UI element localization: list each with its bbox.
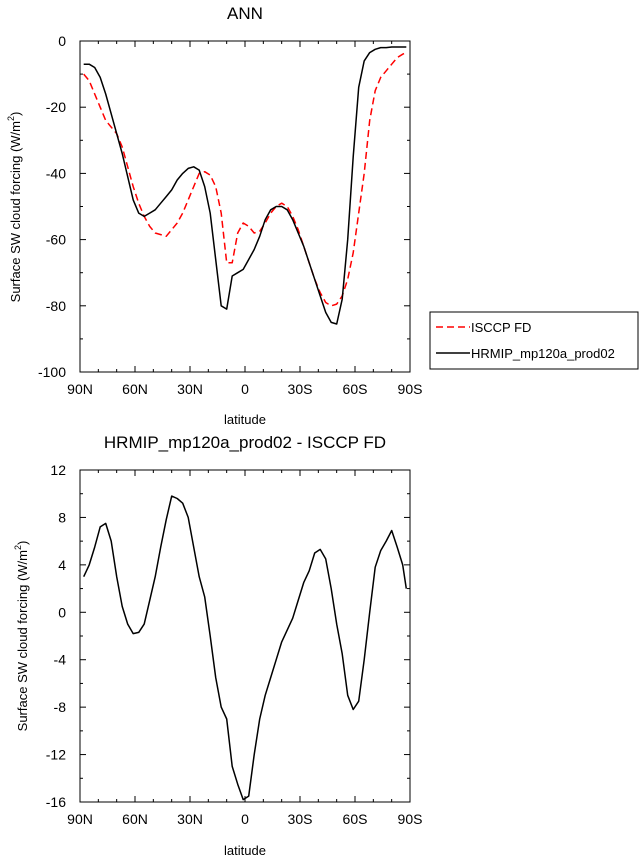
top-y-tick-label: -60 xyxy=(46,232,66,248)
bottom-chart-title: HRMIP_mp120a_prod02 - ISCCP FD xyxy=(104,433,386,452)
top-y-axis-label: Surface SW cloud forcing (W/m2) xyxy=(6,112,23,303)
top-x-tick-label: 30S xyxy=(288,381,313,397)
top-x-tick-label: 90N xyxy=(67,381,93,397)
bottom-y-tick-label: 12 xyxy=(50,462,66,478)
top-series-line-1 xyxy=(83,46,407,325)
legend-label-isccp-fd: ISCCP FD xyxy=(471,320,531,335)
top-series-line-0 xyxy=(83,51,407,307)
bottom-y-axis-label-main: Surface SW cloud forcing (W/m xyxy=(15,550,30,731)
top-x-tick-label: 60S xyxy=(343,381,368,397)
legend-label-hrmip: HRMIP_mp120a_prod02 xyxy=(471,346,615,361)
bottom-plot-area: 90N 60N 30N 0 30S 60S 90S 12 8 4 0 -4 -8 -12 -16 xyxy=(46,462,423,827)
bottom-x-tick-label: 0 xyxy=(241,811,249,827)
top-y-tick-label: -40 xyxy=(46,165,66,181)
top-x-tick-label: 90S xyxy=(398,381,423,397)
bottom-y-tick-label: 4 xyxy=(58,557,66,573)
bottom-y-tick-label: -12 xyxy=(46,747,66,763)
bottom-y-axis-label: Surface SW cloud forcing (W/m2) xyxy=(13,541,30,732)
top-y-tick-label: -80 xyxy=(46,298,66,314)
top-y-axis-label-main: Surface SW cloud forcing (W/m xyxy=(8,121,23,302)
bottom-y-tick-label: -4 xyxy=(54,652,67,668)
top-chart-title: ANN xyxy=(227,4,263,23)
top-x-tick-label: 0 xyxy=(241,381,249,397)
top-x-tick-label: 30N xyxy=(177,381,203,397)
bottom-plot-frame xyxy=(79,469,411,803)
bottom-y-axis-label-sup: 2 xyxy=(13,545,23,550)
bottom-y-axis-label-close: ) xyxy=(15,541,30,545)
top-y-tick-label: -20 xyxy=(46,99,66,115)
bottom-x-tick-label: 60N xyxy=(122,811,148,827)
top-plot-area: 90N 60N 30N 0 30S 60S 90S 0 -20 -40 -60 -80 -100 xyxy=(38,33,422,397)
bottom-y-tick-label: 0 xyxy=(58,604,66,620)
top-y-axis-label-close: ) xyxy=(8,112,23,116)
bottom-x-tick-label: 90S xyxy=(398,811,423,827)
bottom-x-tick-label: 30N xyxy=(177,811,203,827)
bottom-y-tick-label: 8 xyxy=(58,509,66,525)
top-plot-frame xyxy=(79,40,411,373)
top-y-tick-label: 0 xyxy=(58,33,66,49)
legend: ISCCP FD HRMIP_mp120a_prod02 xyxy=(429,311,639,370)
bottom-x-tick-label: 90N xyxy=(67,811,93,827)
bottom-series-line-0 xyxy=(83,495,408,801)
top-panel: ANN 90N 60N 30N 0 30S 60S 90S 0 -20 -40 -60 -80 -100… xyxy=(6,4,639,427)
bottom-y-tick-label: -16 xyxy=(46,794,66,810)
bottom-panel: HRMIP_mp120a_prod02 - ISCCP FD 90N 60N 30N… xyxy=(13,433,422,858)
bottom-x-tick-label: 60S xyxy=(343,811,368,827)
bottom-y-tick-label: -8 xyxy=(54,699,67,715)
top-x-axis-label: latitude xyxy=(224,412,266,427)
bottom-x-axis-label: latitude xyxy=(224,843,266,858)
legend-box xyxy=(429,311,639,370)
top-y-axis-label-sup: 2 xyxy=(6,116,16,121)
top-y-tick-label: -100 xyxy=(38,364,66,380)
bottom-x-tick-label: 30S xyxy=(288,811,313,827)
top-x-tick-label: 60N xyxy=(122,381,148,397)
